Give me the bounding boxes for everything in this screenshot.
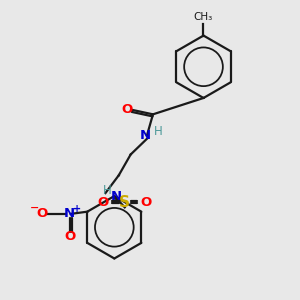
Text: N: N	[64, 207, 75, 220]
Text: −: −	[30, 203, 40, 213]
Text: S: S	[119, 194, 130, 209]
Text: N: N	[111, 190, 122, 203]
Text: O: O	[36, 207, 47, 220]
Text: CH₃: CH₃	[194, 12, 213, 22]
Text: O: O	[64, 230, 75, 243]
Text: O: O	[121, 103, 132, 116]
Text: +: +	[73, 204, 81, 214]
Text: H: H	[154, 125, 163, 138]
Text: O: O	[98, 196, 109, 208]
Text: N: N	[140, 129, 151, 142]
Text: H: H	[103, 184, 111, 196]
Text: O: O	[140, 196, 152, 208]
